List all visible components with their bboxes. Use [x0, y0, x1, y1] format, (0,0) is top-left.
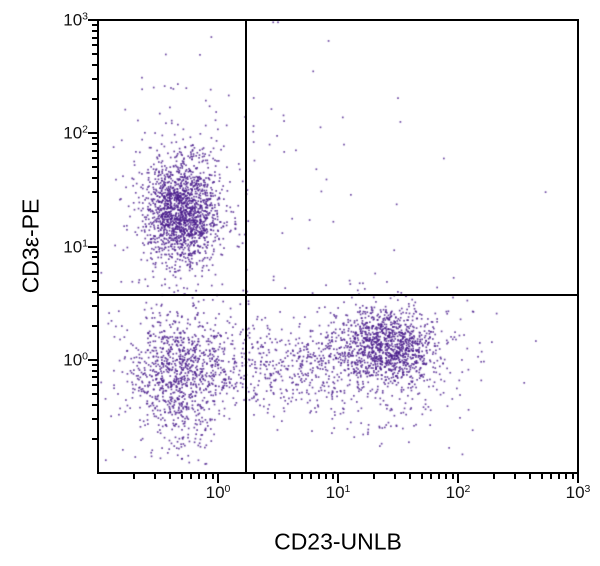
y-minor-tick [92, 437, 97, 440]
y-minor-tick [92, 177, 97, 180]
y-tick-label: 103 [63, 10, 88, 30]
y-minor-tick [92, 78, 97, 81]
x-minor-tick [529, 474, 532, 479]
y-minor-tick [92, 279, 97, 282]
y-minor-tick [92, 324, 97, 327]
x-minor-tick [451, 474, 454, 479]
x-minor-tick [571, 474, 574, 479]
y-minor-tick [92, 137, 97, 140]
x-minor-tick [438, 474, 441, 479]
x-major-tick [337, 474, 339, 483]
y-tick-label: 100 [63, 350, 88, 370]
x-minor-tick [133, 474, 136, 479]
y-minor-tick [92, 149, 97, 152]
y-minor-tick [92, 369, 97, 372]
x-tick-label: 102 [445, 483, 471, 502]
x-minor-tick [310, 474, 313, 479]
y-minor-tick [92, 29, 97, 32]
x-minor-tick [514, 474, 517, 479]
y-major-tick [88, 19, 97, 21]
x-minor-tick [154, 474, 157, 479]
y-minor-tick [92, 270, 97, 273]
quadrant-gate-horizontal-line[interactable] [98, 294, 578, 297]
x-minor-tick [274, 474, 277, 479]
y-minor-tick [92, 157, 97, 160]
y-minor-tick [92, 403, 97, 406]
x-major-tick [577, 474, 579, 483]
x-minor-tick [394, 474, 397, 479]
y-minor-tick [92, 98, 97, 101]
y-minor-tick [92, 24, 97, 27]
y-tick-label: 102 [63, 123, 88, 143]
x-minor-tick [289, 474, 292, 479]
y-minor-tick [92, 143, 97, 146]
x-minor-tick [445, 474, 448, 479]
x-minor-tick [493, 474, 496, 479]
x-minor-tick [550, 474, 553, 479]
scatter-points-canvas [98, 20, 578, 473]
x-minor-tick [169, 474, 172, 479]
quadrant-gate-vertical-line[interactable] [244, 20, 247, 473]
x-minor-tick [558, 474, 561, 479]
y-minor-tick [92, 417, 97, 420]
x-axis-title: CD23-UNLB [274, 528, 402, 555]
x-minor-tick [540, 474, 543, 479]
y-minor-tick [92, 383, 97, 386]
x-tick-label: 101 [325, 483, 351, 502]
x-minor-tick [331, 474, 334, 479]
x-minor-tick [565, 474, 568, 479]
y-minor-tick [92, 44, 97, 47]
y-minor-tick [92, 211, 97, 214]
y-minor-tick [92, 290, 97, 293]
x-minor-tick [211, 474, 214, 479]
x-tick-label: 103 [565, 483, 591, 502]
y-minor-tick [92, 376, 97, 379]
y-major-tick [88, 132, 97, 135]
y-major-tick [88, 245, 97, 248]
y-minor-tick [92, 250, 97, 253]
x-major-tick [457, 474, 459, 483]
x-minor-tick [253, 474, 256, 479]
x-minor-tick [325, 474, 328, 479]
x-minor-tick [190, 474, 193, 479]
x-minor-tick [373, 474, 376, 479]
y-minor-tick [92, 263, 97, 266]
y-minor-tick [92, 36, 97, 39]
x-minor-tick [300, 474, 303, 479]
x-minor-tick [318, 474, 321, 479]
y-minor-tick [92, 363, 97, 366]
x-minor-tick [409, 474, 412, 479]
y-axis-title: CD3ε-PE [17, 198, 44, 294]
x-minor-tick [205, 474, 208, 479]
y-minor-tick [92, 64, 97, 67]
x-minor-tick [180, 474, 183, 479]
x-tick-label: 100 [205, 483, 231, 502]
y-minor-tick [92, 392, 97, 395]
y-major-tick [88, 358, 97, 361]
y-minor-tick [92, 166, 97, 169]
y-tick-label: 101 [63, 237, 88, 256]
x-minor-tick [430, 474, 433, 479]
y-minor-tick [92, 53, 97, 56]
x-major-tick [217, 474, 219, 483]
y-minor-tick [92, 304, 97, 307]
x-minor-tick [420, 474, 423, 479]
y-minor-tick [92, 191, 97, 194]
x-minor-tick [198, 474, 201, 479]
y-minor-tick [92, 256, 97, 259]
